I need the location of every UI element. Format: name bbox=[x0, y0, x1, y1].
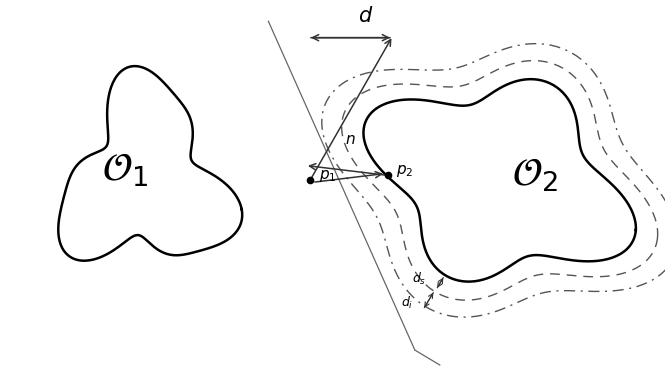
Text: $n$: $n$ bbox=[344, 134, 355, 147]
Text: $p_1$: $p_1$ bbox=[319, 168, 336, 184]
Text: $d_s$: $d_s$ bbox=[412, 271, 426, 287]
Polygon shape bbox=[58, 66, 242, 261]
Text: $d$: $d$ bbox=[358, 6, 373, 26]
Text: $\mathcal{O}_1$: $\mathcal{O}_1$ bbox=[103, 152, 149, 189]
Polygon shape bbox=[364, 79, 636, 282]
Text: $d_i$: $d_i$ bbox=[401, 295, 413, 311]
Text: $p_2$: $p_2$ bbox=[396, 164, 414, 179]
Text: $\mathcal{O}_2$: $\mathcal{O}_2$ bbox=[511, 156, 557, 194]
